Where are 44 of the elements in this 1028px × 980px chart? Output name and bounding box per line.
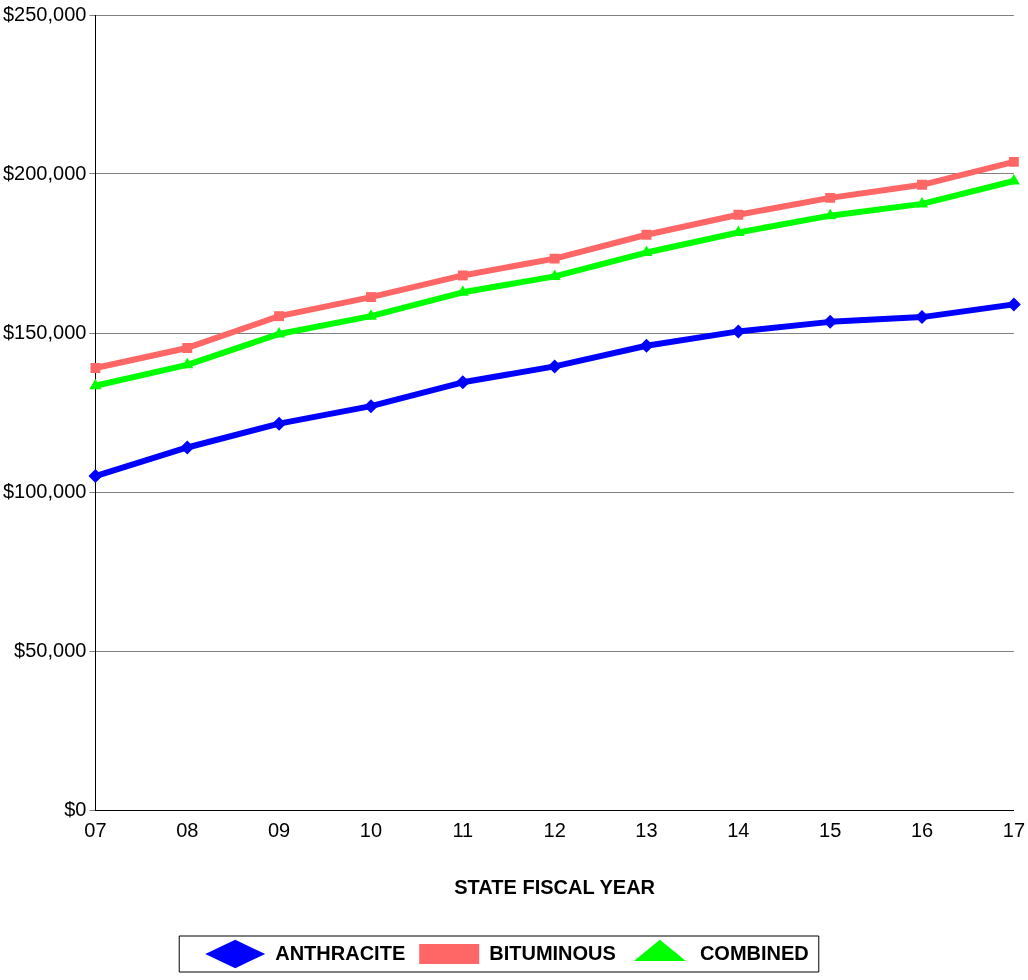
x-tick-label: 15: [819, 818, 842, 841]
y-tick-label: $100,000: [3, 479, 87, 502]
point: [1008, 156, 1019, 167]
x-tick-label: 09: [267, 818, 291, 841]
y-tick-label: $50,000: [14, 638, 87, 661]
point: [455, 375, 470, 390]
y-tick-label: $200,000: [3, 161, 87, 184]
point: [457, 270, 468, 281]
point: [364, 309, 378, 320]
point: [366, 292, 376, 303]
point: [180, 440, 195, 455]
point: [1006, 297, 1021, 312]
x-tick-label: 08: [176, 818, 199, 841]
point: [915, 196, 929, 208]
point: [182, 343, 193, 353]
x-tick-label: 14: [727, 818, 750, 841]
legend-label: BITUMINOUS: [489, 941, 616, 964]
x-tick-label: 07: [84, 818, 107, 841]
point: [89, 378, 102, 390]
point: [272, 416, 287, 431]
x-tick-label: 17: [1002, 818, 1025, 841]
point: [274, 311, 285, 322]
x-tick-label: 11: [452, 818, 474, 841]
point: [639, 338, 654, 353]
x-tick-label: 10: [359, 818, 383, 841]
point: [547, 359, 562, 374]
point: [90, 363, 101, 373]
point: [917, 179, 927, 190]
x-tick-label: 13: [635, 818, 658, 841]
point: [733, 209, 744, 220]
point: [825, 192, 836, 203]
point: [88, 469, 103, 484]
x-tick-label: 16: [910, 818, 934, 841]
point: [549, 253, 560, 264]
y-tick-label: $250,000: [3, 2, 87, 25]
y-tick-label: $0: [64, 797, 87, 820]
point: [824, 208, 837, 220]
point: [363, 399, 378, 414]
legend-label: ANTHRACITE: [275, 941, 406, 964]
point: [641, 229, 652, 240]
x-axis-title: STATE FISCAL YEAR: [454, 875, 656, 898]
y-tick-label: $150,000: [3, 320, 87, 343]
legend-label: COMBINED: [699, 941, 809, 964]
x-tick-label: 12: [543, 818, 566, 841]
